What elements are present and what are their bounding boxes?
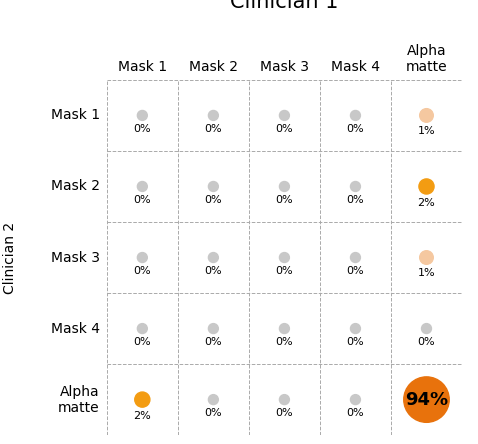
Text: 0%: 0%	[205, 266, 222, 276]
Circle shape	[280, 182, 289, 191]
Circle shape	[280, 253, 289, 262]
Circle shape	[137, 324, 147, 333]
Text: 2%: 2%	[418, 198, 435, 208]
Text: 0%: 0%	[133, 337, 151, 347]
Circle shape	[137, 182, 147, 191]
Circle shape	[137, 111, 147, 120]
Text: 0%: 0%	[205, 195, 222, 205]
Text: Mask 2: Mask 2	[189, 60, 238, 74]
Text: Mask 3: Mask 3	[260, 60, 309, 74]
Circle shape	[420, 251, 433, 264]
Text: 0%: 0%	[418, 337, 435, 347]
Text: 0%: 0%	[205, 337, 222, 347]
Circle shape	[208, 111, 218, 120]
Text: 1%: 1%	[418, 126, 435, 136]
Text: 2%: 2%	[133, 411, 151, 421]
Circle shape	[208, 182, 218, 191]
Text: 0%: 0%	[347, 408, 364, 418]
Circle shape	[404, 377, 449, 422]
Circle shape	[419, 179, 434, 194]
Circle shape	[422, 324, 432, 333]
Circle shape	[208, 253, 218, 262]
Text: 0%: 0%	[133, 266, 151, 276]
Text: Clinician 1: Clinician 1	[230, 0, 338, 12]
Text: Mask 1: Mask 1	[118, 60, 167, 74]
Text: 1%: 1%	[418, 268, 435, 278]
Circle shape	[350, 182, 360, 191]
Text: 0%: 0%	[276, 124, 293, 134]
Circle shape	[135, 392, 150, 407]
Text: 0%: 0%	[276, 266, 293, 276]
Text: 0%: 0%	[276, 408, 293, 418]
Text: 0%: 0%	[347, 266, 364, 276]
Circle shape	[350, 324, 360, 333]
Text: Alpha
matte: Alpha matte	[58, 385, 100, 415]
Circle shape	[208, 395, 218, 404]
Circle shape	[280, 324, 289, 333]
Circle shape	[280, 395, 289, 404]
Text: 0%: 0%	[205, 124, 222, 134]
Text: 0%: 0%	[205, 408, 222, 418]
Text: 0%: 0%	[347, 195, 364, 205]
Text: 0%: 0%	[276, 337, 293, 347]
Text: 0%: 0%	[276, 195, 293, 205]
Text: Alpha
matte: Alpha matte	[406, 44, 447, 74]
Text: Mask 2: Mask 2	[51, 179, 100, 194]
Circle shape	[350, 111, 360, 120]
Text: Mask 1: Mask 1	[51, 108, 100, 123]
Circle shape	[280, 111, 289, 120]
Text: 94%: 94%	[405, 391, 448, 408]
Text: 0%: 0%	[347, 124, 364, 134]
Circle shape	[420, 109, 433, 122]
Circle shape	[350, 395, 360, 404]
Circle shape	[208, 324, 218, 333]
Text: Clinician 2: Clinician 2	[2, 222, 17, 293]
Circle shape	[350, 253, 360, 262]
Text: Mask 4: Mask 4	[331, 60, 380, 74]
Text: Mask 3: Mask 3	[51, 250, 100, 265]
Text: 0%: 0%	[133, 195, 151, 205]
Text: 0%: 0%	[347, 337, 364, 347]
Text: Mask 4: Mask 4	[51, 321, 100, 336]
Text: 0%: 0%	[133, 124, 151, 134]
Circle shape	[137, 253, 147, 262]
